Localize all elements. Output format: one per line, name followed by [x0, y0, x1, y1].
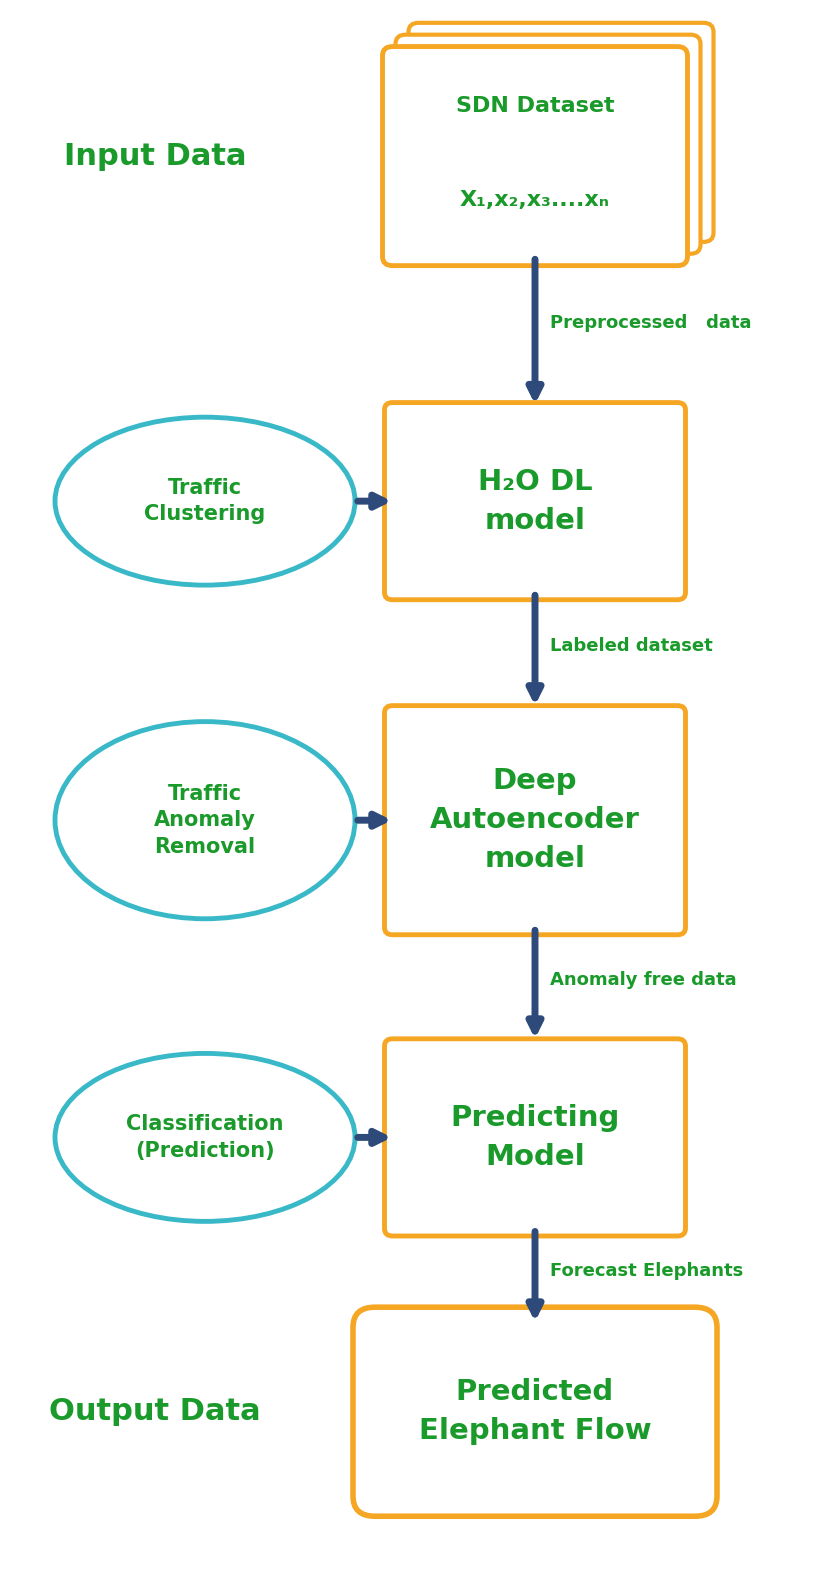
FancyBboxPatch shape — [383, 47, 687, 265]
FancyBboxPatch shape — [353, 1307, 717, 1516]
FancyBboxPatch shape — [385, 402, 686, 600]
Text: Input Data: Input Data — [64, 141, 246, 171]
Text: Predicting
Model: Predicting Model — [451, 1104, 619, 1170]
Text: Labeled dataset: Labeled dataset — [550, 636, 713, 655]
FancyBboxPatch shape — [409, 24, 714, 242]
Text: Anomaly free data: Anomaly free data — [550, 971, 737, 988]
Text: Deep
Autoencoder
model: Deep Autoencoder model — [430, 767, 640, 873]
Text: Classification
(Prediction): Classification (Prediction) — [127, 1114, 284, 1161]
Text: Output Data: Output Data — [49, 1397, 261, 1426]
FancyBboxPatch shape — [385, 1038, 686, 1236]
Ellipse shape — [55, 1054, 355, 1221]
Text: X₁,x₂,x₃....xₙ: X₁,x₂,x₃....xₙ — [460, 190, 610, 211]
FancyBboxPatch shape — [385, 705, 686, 935]
Text: H₂O DL
model: H₂O DL model — [478, 468, 592, 534]
Text: SDN Dataset: SDN Dataset — [456, 96, 614, 116]
Ellipse shape — [55, 418, 355, 584]
Text: Forecast Elephants: Forecast Elephants — [550, 1262, 743, 1280]
Ellipse shape — [55, 721, 355, 919]
Text: Preprocessed   data: Preprocessed data — [550, 314, 752, 331]
FancyBboxPatch shape — [395, 35, 700, 255]
Text: Traffic
Clustering: Traffic Clustering — [145, 478, 265, 525]
Text: Traffic
Anomaly
Removal: Traffic Anomaly Removal — [154, 784, 256, 856]
Text: Predicted
Elephant Flow: Predicted Elephant Flow — [418, 1378, 652, 1445]
